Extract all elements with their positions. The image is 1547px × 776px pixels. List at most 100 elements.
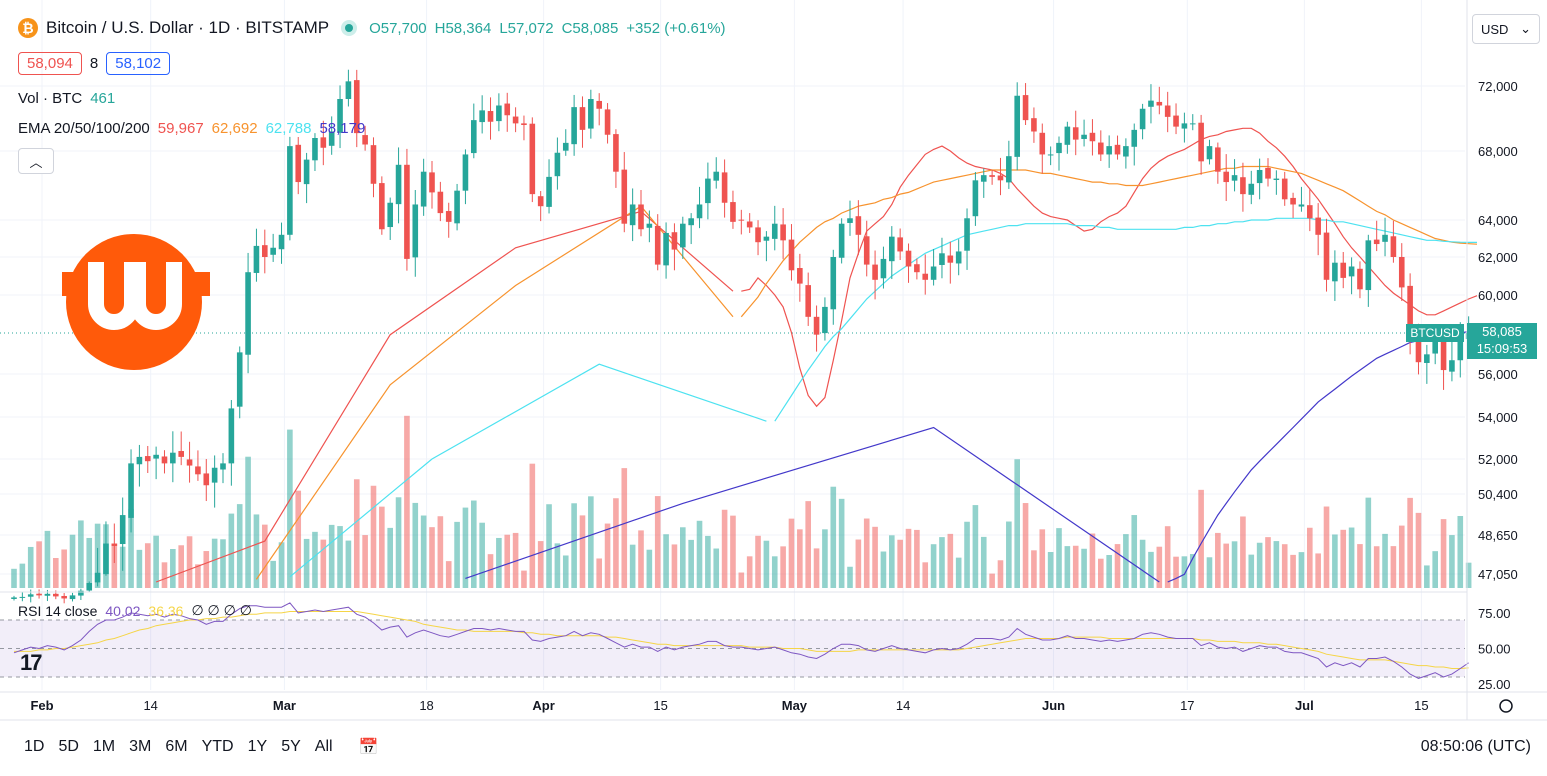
range-5y-button[interactable]: 5Y (281, 738, 301, 755)
rsi-value: 40.02 (105, 602, 141, 619)
candle-body (813, 316, 820, 335)
volume-bar (1424, 565, 1430, 588)
rsi-ma-value: 36.36 (148, 602, 184, 619)
volume-bar (680, 527, 686, 588)
range-ytd-button[interactable]: YTD (201, 738, 234, 755)
volume-legend[interactable]: Vol · BTC 461 (18, 90, 115, 107)
volume-bar (44, 530, 51, 588)
candle-body (270, 247, 276, 255)
collapse-legend-button[interactable]: ︿ (18, 148, 54, 174)
bottom-toolbar: 1D 5D 1M 3M 6M YTD 1Y 5Y All 📅 (0, 724, 1547, 770)
candle-body (1039, 132, 1046, 155)
candle-body (1407, 285, 1413, 333)
symbol-price-label: BTCUSD (1406, 324, 1464, 342)
sell-button[interactable]: 58,094 (18, 52, 82, 75)
time-tick-label: May (782, 698, 808, 713)
candle-body (1315, 217, 1321, 235)
candle-body (379, 183, 385, 230)
candle-body (1139, 108, 1146, 130)
range-5d-button[interactable]: 5D (58, 738, 79, 755)
volume-bar (1164, 526, 1171, 588)
candle-body (855, 216, 862, 235)
range-all-button[interactable]: All (314, 738, 333, 755)
candle-body (203, 473, 210, 486)
candle-body (1181, 123, 1188, 129)
candle-body (404, 164, 410, 259)
range-1d-button[interactable]: 1D (24, 738, 45, 755)
axis-settings-icon (1499, 699, 1513, 713)
symbol-legend[interactable]: ₿ Bitcoin / U.S. Dollar · 1D · BITSTAMP … (18, 18, 726, 38)
candle-body (53, 593, 59, 597)
range-6m-button[interactable]: 6M (165, 738, 188, 755)
volume-bar (955, 557, 962, 588)
volume-bar (487, 554, 494, 588)
volume-bar (964, 521, 970, 588)
candle-body (588, 99, 594, 129)
candle-body (370, 145, 377, 184)
candle-body (1014, 95, 1020, 157)
candle-body (1022, 95, 1029, 121)
volume-bar (1148, 551, 1154, 588)
currency-value: USD (1481, 21, 1509, 37)
candle-body (805, 285, 811, 317)
candle-body (838, 223, 845, 258)
candle-body (1281, 178, 1288, 200)
volume-bar (228, 513, 235, 588)
volume-bar (629, 544, 636, 588)
candle-body (337, 99, 343, 133)
candle-body (320, 137, 327, 148)
volume-bar (1072, 545, 1079, 588)
rsi-tick-label: 75.00 (1478, 606, 1511, 621)
ohlc-close: C58,085 (561, 19, 619, 37)
volume-bar (596, 558, 602, 588)
volume-bar (1281, 544, 1288, 588)
candle-body (629, 204, 636, 226)
price-tick-label: 64,000 (1478, 213, 1518, 228)
time-tick-label: 15 (1414, 698, 1428, 713)
buy-button[interactable]: 58,102 (106, 52, 171, 75)
volume-bar (153, 535, 159, 588)
volume-bar (479, 522, 485, 588)
candle-body (847, 218, 853, 223)
candle-body (830, 257, 837, 310)
currency-select[interactable]: USD ⌄ (1472, 14, 1540, 44)
candle-body (696, 204, 703, 219)
candle-body (170, 452, 176, 464)
volume-bar (830, 486, 837, 588)
volume-bar (78, 520, 84, 588)
volume-bar (897, 539, 903, 588)
rsi-legend[interactable]: RSI 14 close 40.02 36.36 ∅ ∅ ∅ ∅ (18, 602, 252, 619)
volume-bar (404, 415, 410, 588)
volume-bar (412, 502, 419, 588)
date-range-calendar-icon[interactable]: 📅 (358, 739, 379, 756)
volume-bar (1265, 537, 1271, 588)
ohlc-change: +352 (+0.61%) (626, 19, 726, 37)
volume-bar (1047, 552, 1054, 588)
candle-body (1223, 171, 1229, 183)
volume-bar (1248, 554, 1255, 588)
candle-body (44, 593, 51, 596)
volume-bar (654, 496, 661, 588)
utc-clock[interactable]: 08:50:06 (UTC) (1420, 738, 1531, 755)
range-3m-button[interactable]: 3M (129, 738, 152, 755)
range-1m-button[interactable]: 1M (92, 738, 116, 755)
volume-bar (1449, 535, 1455, 588)
tradingview-logo-icon[interactable]: 17 (20, 650, 43, 675)
range-1y-button[interactable]: 1Y (247, 738, 268, 755)
candle-body (395, 164, 402, 205)
chevron-up-icon: ︿ (29, 154, 43, 170)
candle-body (788, 239, 795, 271)
volume-bar (86, 537, 93, 588)
time-tick-label: 14 (143, 698, 157, 713)
candle-body (562, 142, 569, 151)
volume-bar (755, 535, 761, 588)
ema200-line-early (465, 426, 1160, 583)
ema-legend[interactable]: EMA 20/50/100/200 59,967 62,692 62,788 5… (18, 120, 365, 137)
volume-bar (195, 564, 201, 588)
candle-body (546, 176, 552, 207)
volume-bar (1173, 556, 1179, 588)
ema-label: EMA 20/50/100/200 (18, 120, 150, 137)
candle-body (613, 134, 619, 172)
candle-body (1131, 129, 1138, 147)
